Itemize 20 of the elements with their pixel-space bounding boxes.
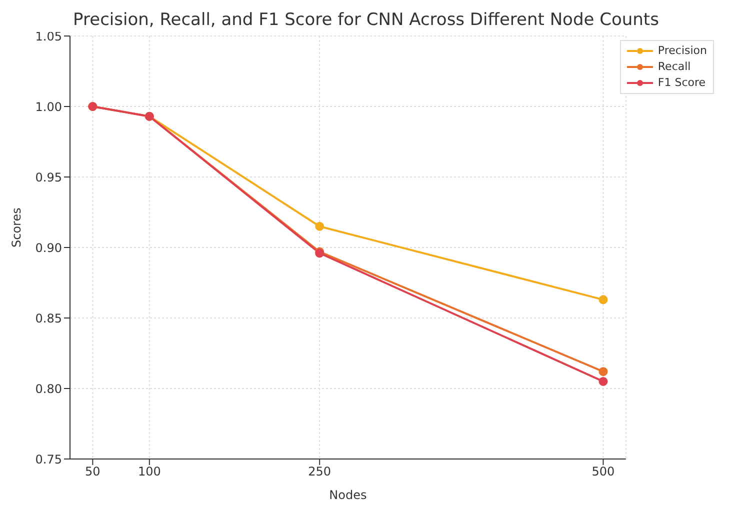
point <box>598 376 608 386</box>
y-tick-label: 0.90 <box>35 240 62 255</box>
y-tick-label: 0.75 <box>35 452 62 466</box>
legend-label: Precision <box>658 43 707 59</box>
x-tick-label: 500 <box>592 464 615 479</box>
y-axis-title: Scores <box>9 208 24 248</box>
y-tick-label: 0.80 <box>35 382 62 396</box>
y-tick-label: 0.85 <box>35 311 62 326</box>
x-tick-label: 50 <box>85 464 100 479</box>
legend-label: Recall <box>658 59 691 75</box>
x-tick-label: 100 <box>138 464 161 479</box>
point <box>598 367 608 376</box>
y-tick-label: 1.00 <box>35 100 62 114</box>
y-tick-label: 0.95 <box>35 170 62 184</box>
chart-title: Precision, Recall, and F1 Score for CNN Across Different Node Counts <box>73 10 659 30</box>
x-tick-label: 250 <box>308 464 332 479</box>
point <box>315 222 324 231</box>
legend-label: F1 Score <box>658 75 706 91</box>
x-axis-title: Nodes <box>329 488 367 502</box>
point <box>598 295 608 304</box>
